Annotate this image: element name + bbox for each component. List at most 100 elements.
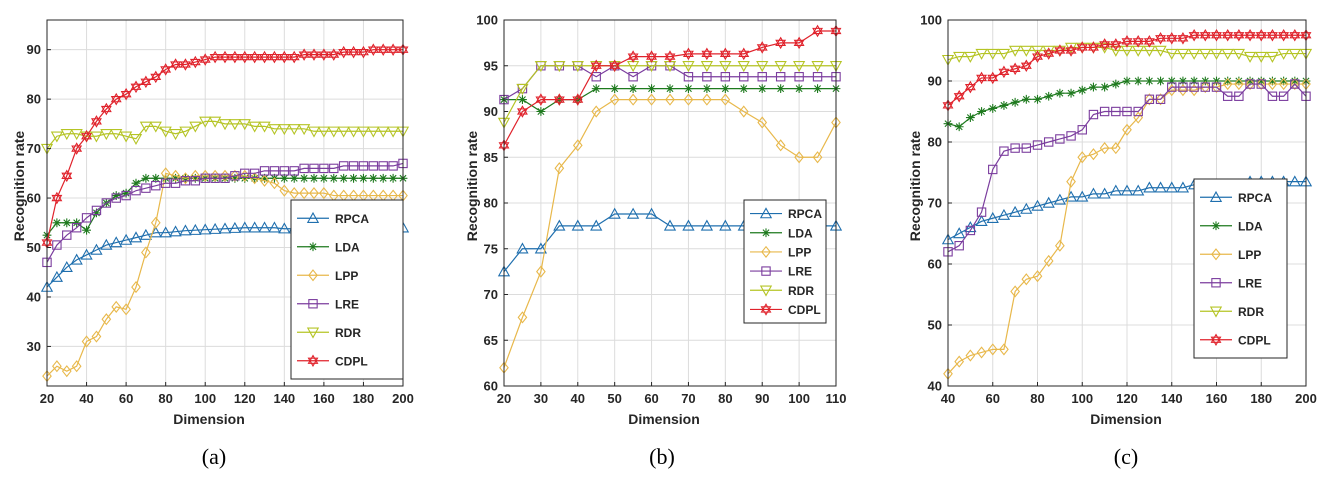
data-point bbox=[377, 126, 390, 138]
data-point bbox=[189, 55, 201, 69]
data-point bbox=[199, 116, 212, 128]
data-point bbox=[627, 50, 639, 63]
data-point bbox=[739, 72, 749, 82]
data-point bbox=[1021, 94, 1031, 104]
x-tick-label: 20 bbox=[40, 391, 54, 406]
data-point bbox=[208, 116, 222, 128]
data-point bbox=[120, 87, 132, 101]
panel-caption: (b) bbox=[649, 444, 675, 469]
x-tick-label: 40 bbox=[941, 391, 955, 406]
data-point bbox=[238, 221, 251, 233]
data-point bbox=[1167, 82, 1177, 92]
y-axis-label: Recognition rate bbox=[464, 131, 480, 242]
data-point bbox=[757, 72, 767, 82]
y-tick-label: 40 bbox=[928, 379, 942, 394]
series-line bbox=[503, 30, 836, 146]
data-point bbox=[609, 59, 621, 73]
data-point bbox=[268, 124, 281, 136]
data-point bbox=[1290, 76, 1300, 86]
data-point bbox=[701, 47, 713, 61]
data-point bbox=[1044, 91, 1054, 101]
data-point bbox=[1279, 76, 1289, 86]
data-point bbox=[1042, 196, 1055, 208]
series-cdpl bbox=[498, 24, 842, 152]
data-point bbox=[1223, 76, 1233, 86]
series-cdpl bbox=[942, 28, 1312, 112]
data-point bbox=[258, 221, 271, 233]
data-point bbox=[100, 102, 112, 116]
data-point bbox=[553, 219, 566, 231]
data-point bbox=[1055, 134, 1065, 144]
data-point bbox=[100, 129, 113, 141]
data-point bbox=[209, 50, 221, 64]
data-point bbox=[1200, 76, 1210, 86]
legend-marker bbox=[759, 285, 773, 297]
data-point bbox=[1212, 76, 1221, 86]
data-point bbox=[141, 173, 151, 183]
data-point bbox=[1021, 273, 1032, 286]
data-point bbox=[357, 126, 370, 138]
data-point bbox=[170, 178, 181, 188]
data-point bbox=[1077, 85, 1087, 95]
data-point bbox=[1132, 184, 1145, 196]
data-point bbox=[141, 246, 151, 259]
data-point bbox=[139, 228, 153, 240]
data-point bbox=[1154, 45, 1167, 57]
data-point bbox=[92, 208, 101, 218]
data-point bbox=[70, 253, 83, 265]
legend-label: LRE bbox=[788, 265, 812, 279]
data-point bbox=[1088, 148, 1099, 161]
data-point bbox=[1155, 32, 1167, 45]
data-point bbox=[1077, 151, 1088, 164]
legend-marker bbox=[1211, 221, 1221, 231]
data-point bbox=[160, 63, 172, 76]
data-point bbox=[1110, 142, 1121, 155]
x-axis-label: Dimension bbox=[628, 411, 700, 427]
data-point bbox=[269, 166, 280, 176]
data-point bbox=[149, 121, 162, 133]
data-point bbox=[1210, 48, 1223, 60]
legend-label: RDR bbox=[788, 284, 814, 298]
data-point bbox=[665, 93, 675, 106]
data-point bbox=[964, 51, 977, 63]
data-point bbox=[70, 129, 83, 141]
data-point bbox=[1176, 48, 1190, 60]
data-point bbox=[1245, 77, 1255, 91]
data-point bbox=[1156, 76, 1165, 86]
data-point bbox=[179, 126, 192, 138]
data-point bbox=[1165, 48, 1178, 60]
data-point bbox=[1043, 254, 1054, 268]
legend-label: RPCA bbox=[335, 212, 369, 226]
data-point bbox=[1043, 137, 1054, 147]
data-point bbox=[988, 104, 998, 113]
data-point bbox=[72, 218, 82, 228]
x-tick-label: 160 bbox=[313, 391, 335, 406]
data-point bbox=[62, 218, 72, 228]
data-point bbox=[189, 223, 202, 235]
data-point bbox=[319, 173, 329, 183]
data-point bbox=[1278, 28, 1290, 42]
data-point bbox=[1031, 199, 1044, 211]
legend-item-rpca: RPCA bbox=[750, 207, 822, 221]
data-point bbox=[664, 50, 676, 63]
legend-label: RPCA bbox=[788, 207, 822, 221]
data-point bbox=[1088, 109, 1099, 120]
data-point bbox=[756, 41, 768, 54]
legend-item-lre: LRE bbox=[1200, 276, 1262, 290]
chart-panel-c: Recognition rate Dimension (c) 40 60 80 100… bbox=[907, 13, 1317, 470]
data-point bbox=[121, 303, 131, 316]
data-point bbox=[100, 238, 113, 250]
x-tick-label: 70 bbox=[681, 391, 695, 406]
data-point bbox=[1066, 175, 1076, 188]
data-point bbox=[81, 335, 92, 348]
data-point bbox=[1256, 76, 1266, 86]
data-point bbox=[953, 51, 966, 63]
legend-label: LRE bbox=[335, 297, 359, 311]
x-tick-label: 30 bbox=[534, 391, 548, 406]
legend-marker bbox=[306, 211, 320, 223]
data-point bbox=[1066, 88, 1076, 98]
data-point bbox=[1232, 48, 1246, 60]
y-tick-label: 40 bbox=[27, 289, 41, 304]
legend-box bbox=[290, 199, 404, 380]
data-point bbox=[1054, 44, 1066, 57]
